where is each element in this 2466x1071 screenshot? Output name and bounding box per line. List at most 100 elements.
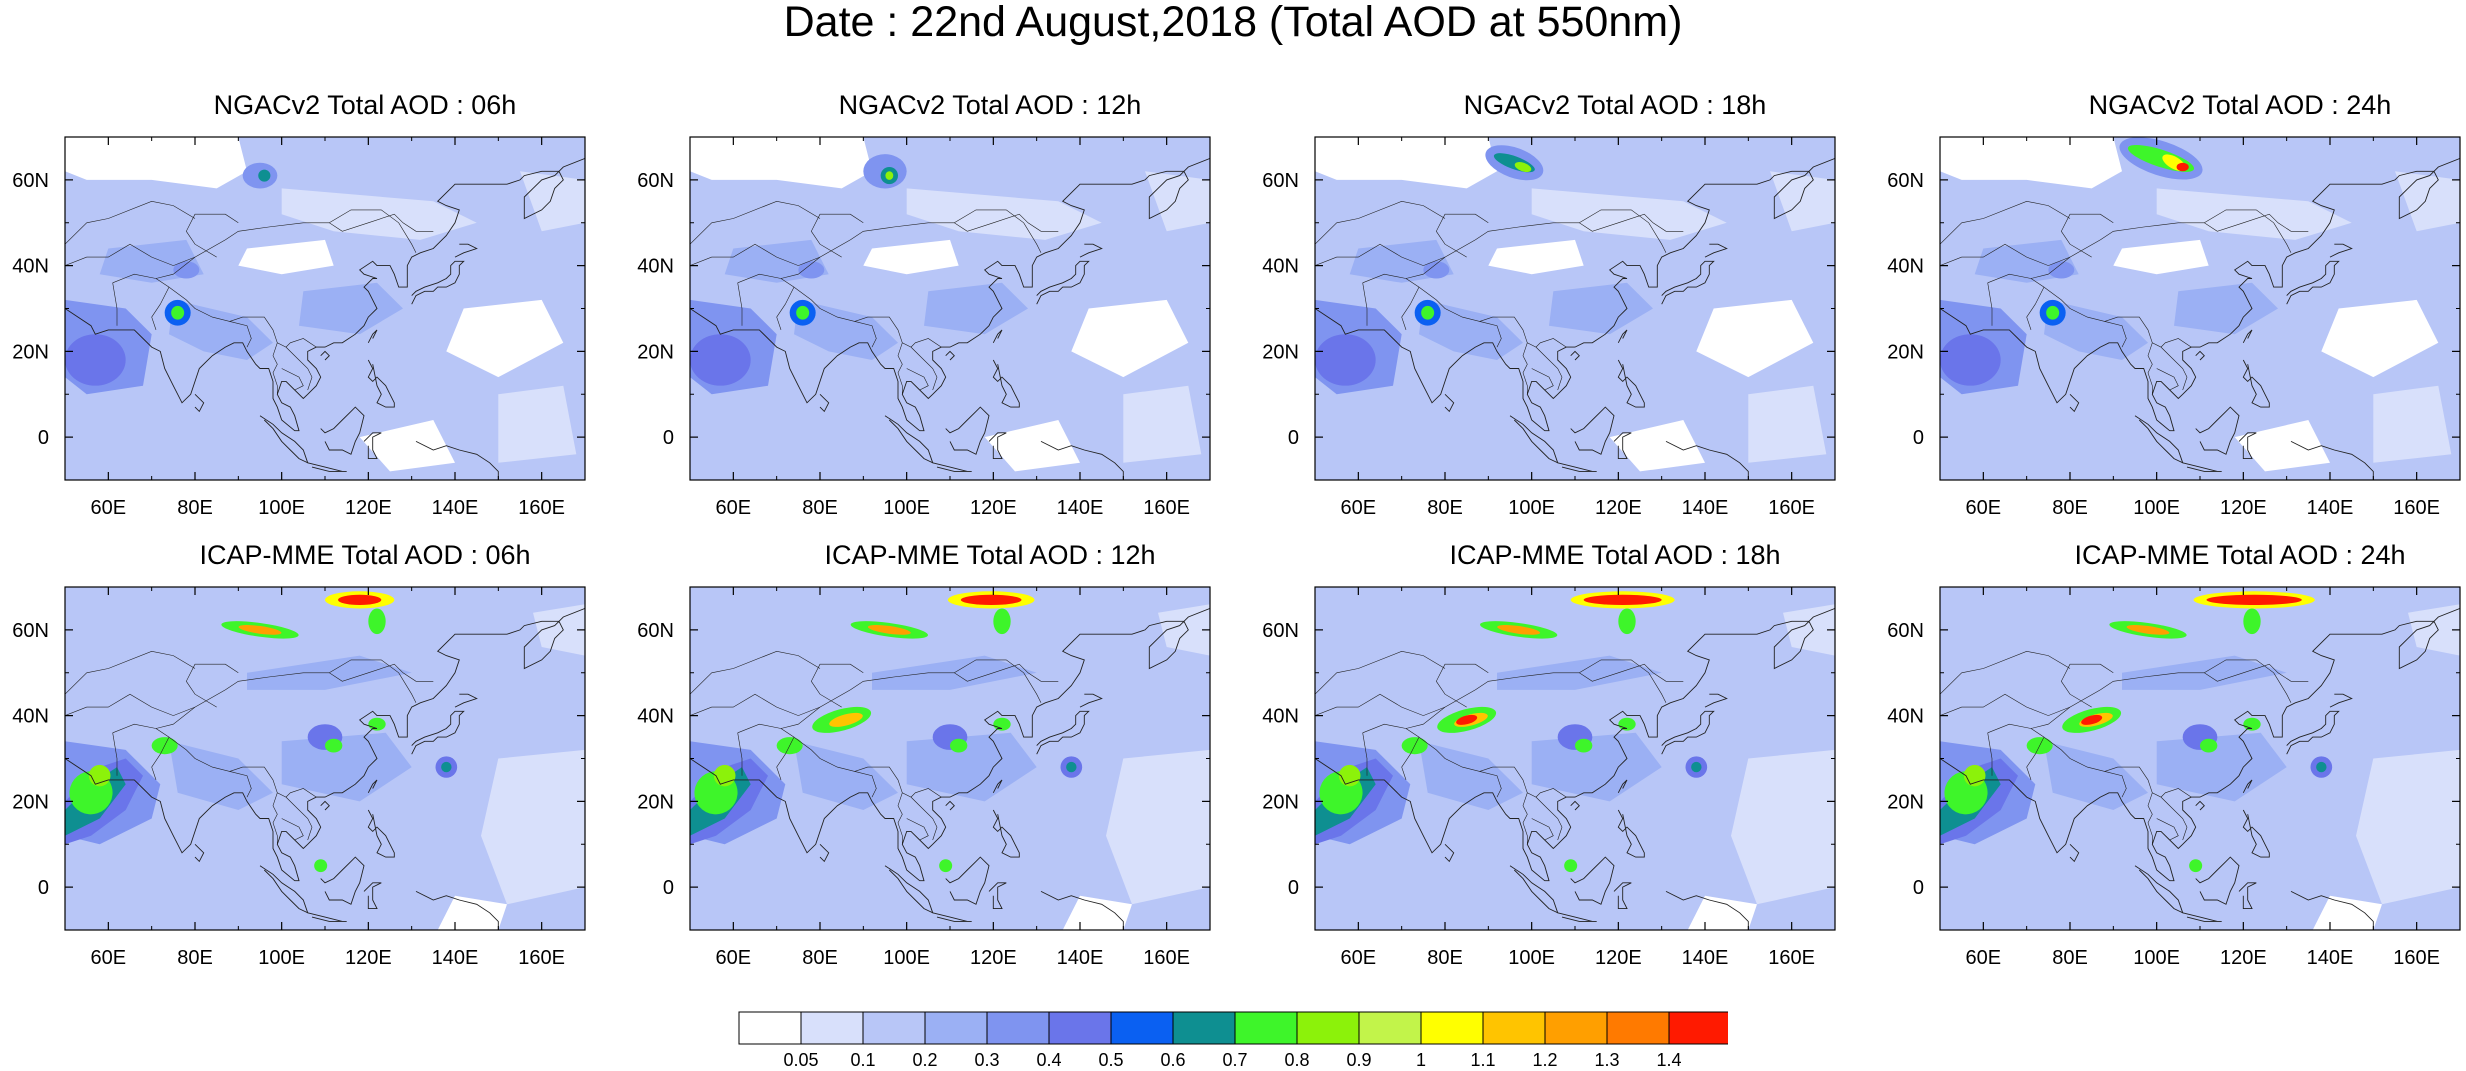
- hotspot: [314, 859, 328, 873]
- coastline: [2069, 393, 2080, 413]
- lat-tick-label: 60N: [1887, 170, 1924, 192]
- haze-region: [281, 732, 412, 802]
- country-border: [897, 792, 903, 845]
- colorbar-label: 0.3: [974, 1050, 999, 1070]
- coastline: [1040, 440, 1124, 480]
- coastline: [454, 693, 478, 708]
- coastline: [2195, 800, 2205, 811]
- coastline: [1940, 157, 2460, 432]
- panel-title: ICAP-MME Total AOD : 12h: [824, 540, 1156, 570]
- lon-tick-label: 80E: [177, 947, 213, 969]
- smoke-plume: [1618, 608, 1636, 635]
- coastline: [2290, 890, 2374, 930]
- lon-tick-label: 80E: [2052, 947, 2088, 969]
- aod-map: 60E 80E 100E 120E 140E 160E 60N 40N 20N 0: [637, 136, 1211, 519]
- lat-tick-label: 0: [1288, 427, 1299, 449]
- haze-region: [2174, 282, 2278, 335]
- smoke-plume: [368, 608, 386, 635]
- lon-tick-label: 120E: [1595, 947, 1642, 969]
- clean-region: [437, 895, 507, 930]
- coastline: [1661, 710, 1715, 755]
- colorbar-swatch: [1606, 1011, 1670, 1045]
- panel-title: NGACv2 Total AOD : 06h: [213, 90, 517, 120]
- lat-tick-label: 40N: [1887, 256, 1924, 278]
- panel-icap-24h: ICAP-MME Total AOD : 24h 60E 80E 100E 120E 1…: [1887, 540, 2466, 1010]
- lon-tick-label: 100E: [258, 497, 305, 519]
- country-border: [954, 209, 1042, 253]
- country-border: [1315, 200, 1446, 245]
- coastline: [2069, 843, 2080, 863]
- clean-region: [2356, 749, 2460, 905]
- aod-field: [65, 137, 585, 480]
- country-border: [1940, 693, 2071, 716]
- colorbar-label: 0.5: [1098, 1050, 1123, 1070]
- map-lines: [1940, 157, 2460, 480]
- smoke-core: [1497, 625, 1541, 635]
- coastline: [307, 912, 347, 922]
- country-border: [737, 732, 743, 776]
- country-border: [690, 200, 821, 245]
- country-border: [1987, 663, 2309, 734]
- colorbar-swatch: [1668, 1011, 1728, 1045]
- country-border: [2026, 728, 2045, 780]
- haze-region: [1419, 299, 1523, 360]
- colorbar-swatch: [1048, 1011, 1112, 1045]
- country-border: [910, 346, 938, 391]
- country-border: [229, 771, 252, 798]
- coastline: [2242, 779, 2253, 794]
- coastline: [2238, 882, 2257, 910]
- country-border: [1535, 346, 1563, 391]
- dust-plume: [1315, 334, 1376, 386]
- coastline: [2195, 350, 2205, 361]
- country-border: [2160, 796, 2188, 841]
- hotspot: [939, 859, 953, 873]
- lon-tick-label: 60E: [91, 947, 127, 969]
- lat-tick-label: 20N: [12, 791, 49, 813]
- clean-region: [1609, 420, 1705, 472]
- clean-region: [1770, 171, 1835, 232]
- coastline: [988, 882, 1007, 910]
- lat-tick-label: 40N: [1262, 256, 1299, 278]
- country-border: [2160, 346, 2188, 391]
- aod-field: [1315, 137, 1835, 480]
- lat-tick-label: 40N: [637, 256, 674, 278]
- hotspot: [173, 261, 200, 279]
- country-border: [229, 321, 252, 348]
- lon-tick-label: 120E: [345, 947, 392, 969]
- colorbar-label: 0.9: [1346, 1050, 1371, 1070]
- hotspot: [798, 261, 825, 279]
- hotspot: [2189, 859, 2203, 873]
- hotspot: [1564, 859, 1578, 873]
- country-border: [2204, 659, 2292, 703]
- lon-tick-label: 100E: [2133, 947, 2180, 969]
- smoke-plume: [2243, 608, 2261, 635]
- country-border: [1401, 728, 1420, 780]
- coastline: [992, 779, 1003, 794]
- coastline: [1444, 843, 1455, 863]
- lon-tick-label: 60E: [716, 497, 752, 519]
- coastline: [2329, 243, 2353, 258]
- hotspot: [1575, 738, 1593, 753]
- country-border: [810, 213, 864, 258]
- country-border: [185, 663, 239, 708]
- haze-region: [1531, 732, 1662, 802]
- lat-tick-label: 0: [1913, 427, 1924, 449]
- panel-icap-06h: ICAP-MME Total AOD : 06h 60E 80E 100E 120E 1…: [12, 540, 675, 1010]
- typhoon-haze: [2316, 761, 2327, 773]
- country-border: [2104, 321, 2127, 348]
- haze-region: [794, 299, 898, 360]
- country-border: [906, 368, 929, 391]
- clean-region: [520, 171, 585, 232]
- panel-title: ICAP-MME Total AOD : 24h: [2074, 540, 2406, 570]
- lon-tick-label: 140E: [432, 947, 479, 969]
- haze-region: [1549, 282, 1653, 335]
- country-border: [65, 693, 196, 716]
- colorbar-label: 0.05: [783, 1050, 818, 1070]
- country-border: [737, 282, 743, 326]
- country-border: [776, 728, 795, 780]
- coastline: [992, 329, 1003, 344]
- country-border: [285, 346, 313, 391]
- lon-tick-label: 140E: [1682, 497, 1729, 519]
- coastline: [1613, 882, 1632, 910]
- lat-tick-label: 60N: [1262, 170, 1299, 192]
